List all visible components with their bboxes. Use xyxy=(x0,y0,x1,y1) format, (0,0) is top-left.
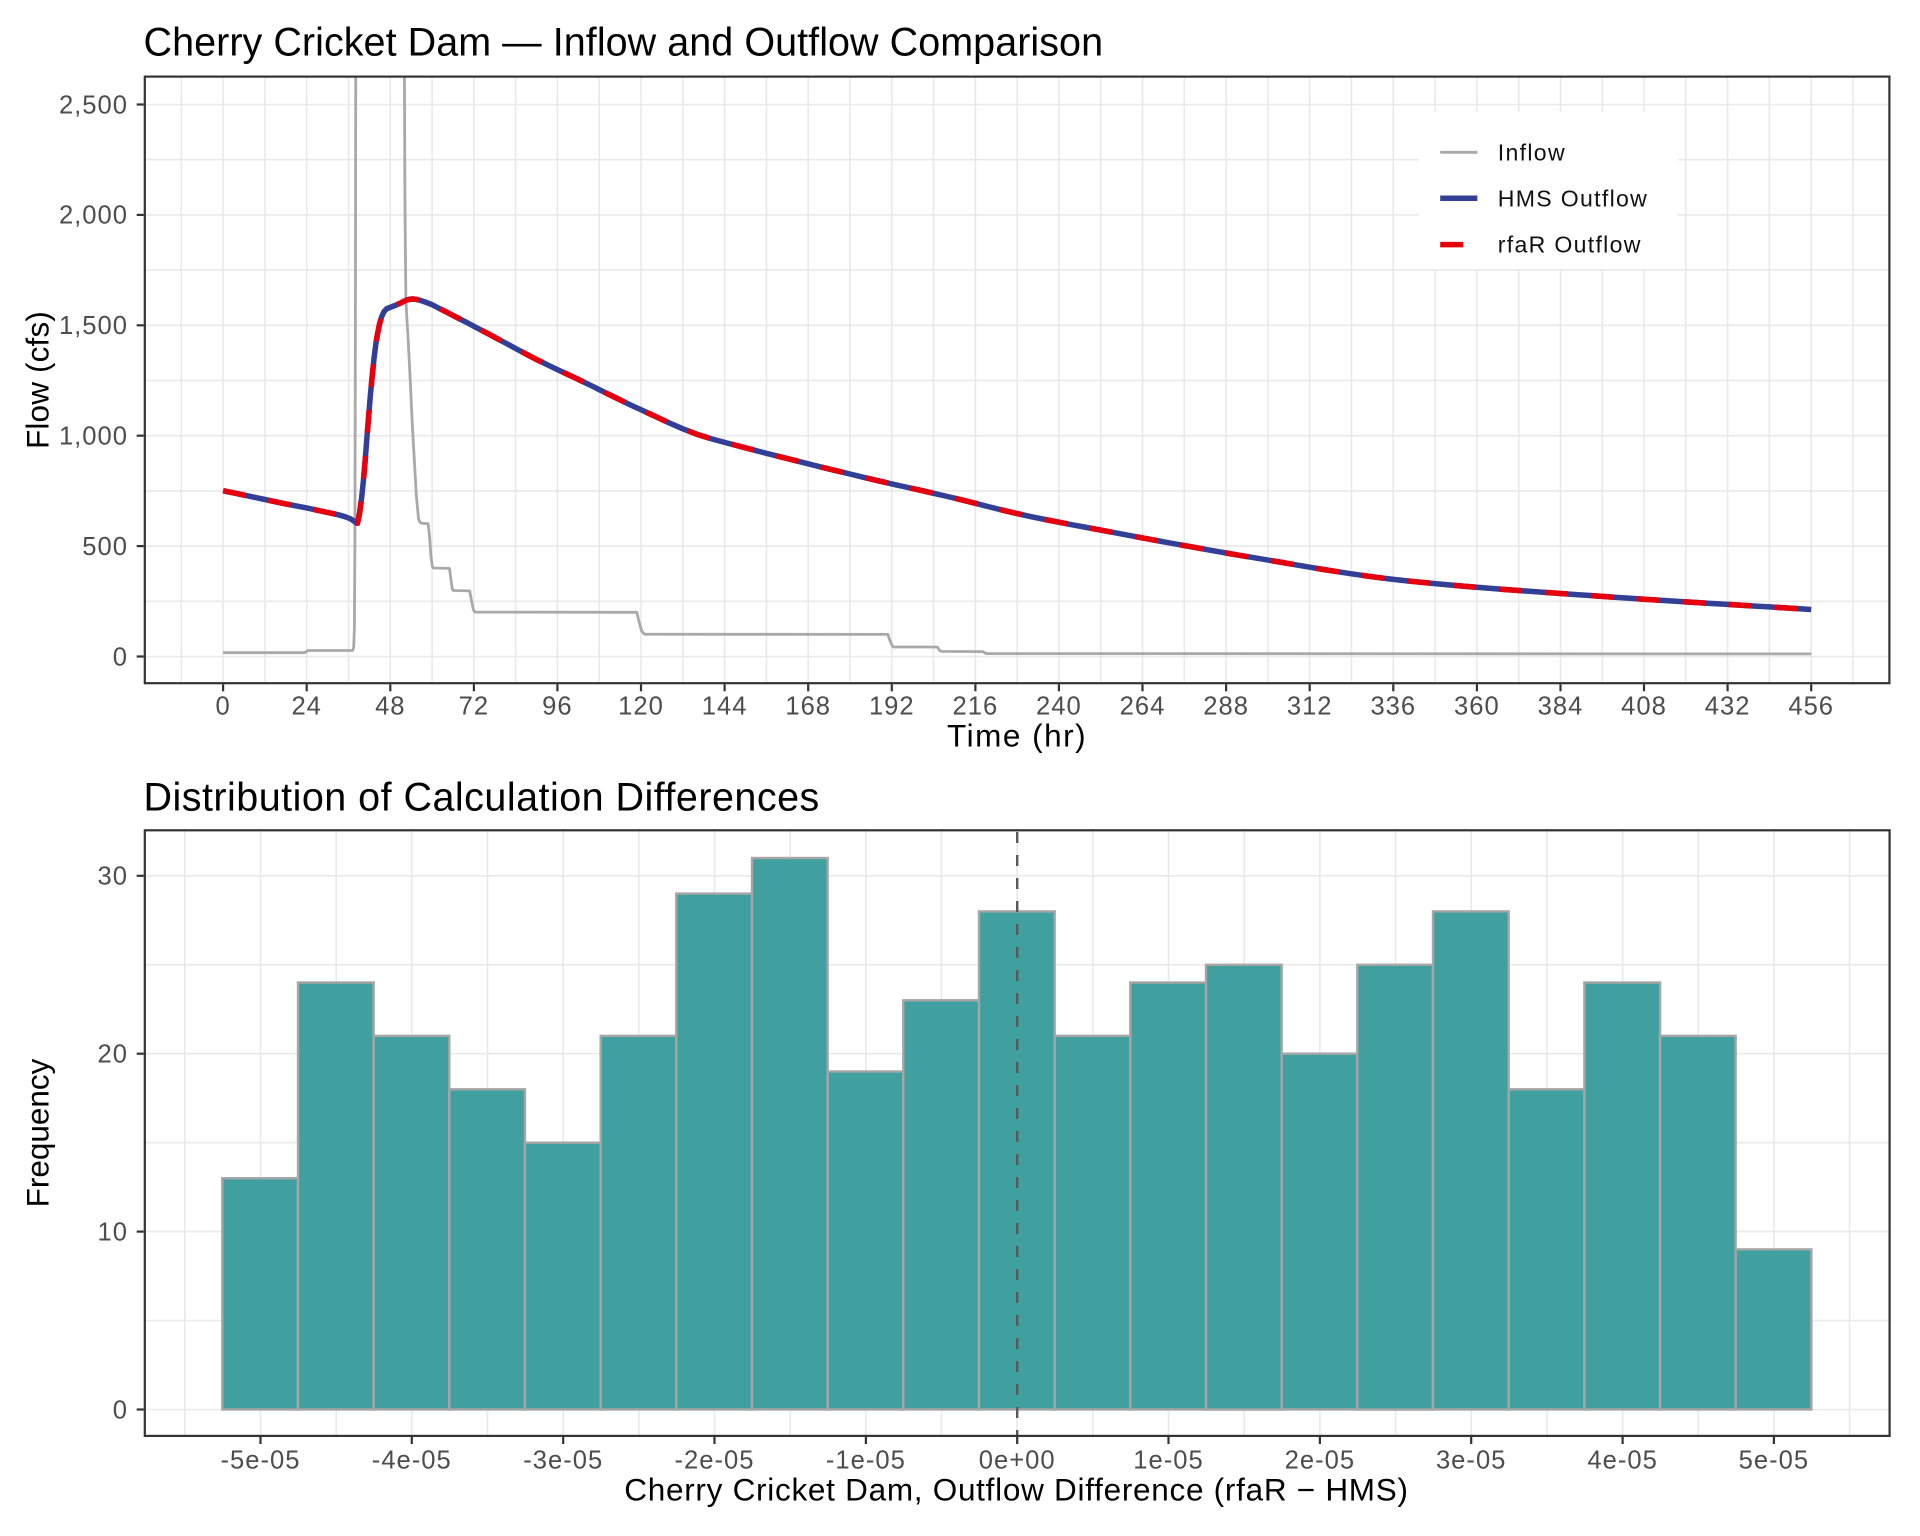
svg-text:Time (hr): Time (hr) xyxy=(947,718,1087,754)
svg-text:rfaR Outflow: rfaR Outflow xyxy=(1498,232,1642,258)
svg-text:-1e-05: -1e-05 xyxy=(826,1447,906,1475)
svg-text:2e-05: 2e-05 xyxy=(1285,1447,1355,1475)
svg-text:Flow (cfs): Flow (cfs) xyxy=(20,311,56,449)
svg-text:3e-05: 3e-05 xyxy=(1436,1447,1506,1475)
svg-text:168: 168 xyxy=(785,692,831,720)
svg-text:24: 24 xyxy=(291,692,321,720)
svg-text:336: 336 xyxy=(1370,692,1416,720)
svg-text:0e+00: 0e+00 xyxy=(979,1447,1056,1475)
svg-text:5e-05: 5e-05 xyxy=(1739,1447,1809,1475)
svg-text:-3e-05: -3e-05 xyxy=(523,1447,603,1475)
svg-text:4e-05: 4e-05 xyxy=(1587,1447,1657,1475)
svg-text:20: 20 xyxy=(98,1041,128,1069)
svg-text:312: 312 xyxy=(1287,692,1333,720)
svg-text:2,000: 2,000 xyxy=(59,202,128,230)
svg-text:192: 192 xyxy=(869,692,915,720)
svg-text:Inflow: Inflow xyxy=(1498,139,1566,165)
svg-text:Frequency: Frequency xyxy=(20,1058,56,1207)
svg-text:120: 120 xyxy=(618,692,664,720)
svg-text:Cherry Cricket Dam — Inflow an: Cherry Cricket Dam — Inflow and Outflow … xyxy=(144,21,1104,65)
svg-text:1,000: 1,000 xyxy=(59,423,128,451)
svg-text:-5e-05: -5e-05 xyxy=(221,1447,301,1475)
svg-text:HMS Outflow: HMS Outflow xyxy=(1498,185,1648,211)
svg-text:1,500: 1,500 xyxy=(59,312,128,340)
svg-text:10: 10 xyxy=(98,1218,128,1246)
svg-text:0: 0 xyxy=(215,692,230,720)
svg-text:-4e-05: -4e-05 xyxy=(372,1447,452,1475)
svg-text:240: 240 xyxy=(1036,692,1082,720)
svg-text:48: 48 xyxy=(375,692,405,720)
svg-text:-2e-05: -2e-05 xyxy=(675,1447,755,1475)
svg-text:264: 264 xyxy=(1120,692,1166,720)
svg-text:500: 500 xyxy=(82,533,128,561)
svg-text:0: 0 xyxy=(113,1396,128,1424)
svg-text:72: 72 xyxy=(459,692,489,720)
svg-text:432: 432 xyxy=(1705,692,1751,720)
svg-text:Distribution of Calculation Di: Distribution of Calculation Differences xyxy=(144,776,820,820)
svg-text:0: 0 xyxy=(113,643,128,671)
svg-text:288: 288 xyxy=(1203,692,1249,720)
svg-text:30: 30 xyxy=(98,863,128,891)
svg-text:96: 96 xyxy=(542,692,572,720)
svg-text:408: 408 xyxy=(1621,692,1667,720)
svg-text:Cherry Cricket Dam, Outflow Di: Cherry Cricket Dam, Outflow Difference (… xyxy=(624,1472,1408,1508)
svg-text:456: 456 xyxy=(1788,692,1834,720)
svg-text:216: 216 xyxy=(953,692,999,720)
svg-text:360: 360 xyxy=(1454,692,1500,720)
svg-text:1e-05: 1e-05 xyxy=(1133,1447,1203,1475)
svg-text:2,500: 2,500 xyxy=(59,91,128,119)
svg-text:384: 384 xyxy=(1538,692,1584,720)
svg-text:144: 144 xyxy=(702,692,748,720)
